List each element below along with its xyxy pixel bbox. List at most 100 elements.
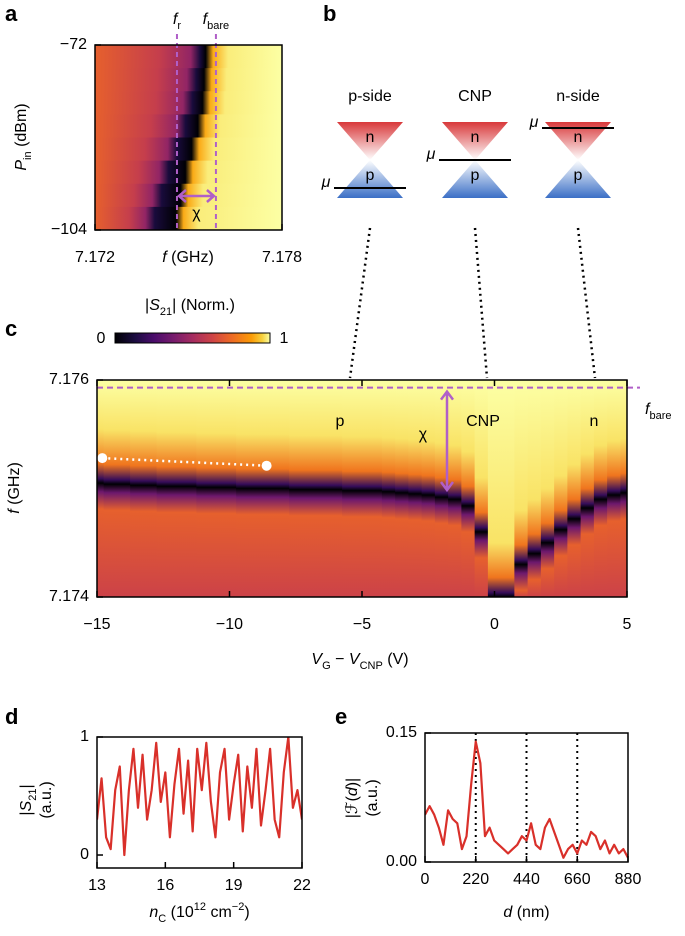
y-tick-label: −72: [60, 36, 87, 53]
heatmap-column: [421, 380, 436, 597]
heatmap-column: [289, 380, 303, 597]
region-label: p: [336, 413, 345, 430]
heatmap-column: [448, 380, 462, 597]
panel-label: a: [5, 1, 18, 26]
region-label: CNP: [466, 413, 500, 430]
y-axis-label: |ℱ(d)|: [344, 778, 361, 818]
heatmap-row: [95, 137, 282, 162]
band-label: p: [574, 167, 583, 184]
heatmap-column: [130, 380, 144, 597]
heatmap-column: [328, 380, 343, 597]
x-tick-label: −10: [216, 616, 243, 633]
heatmap-column: [355, 380, 370, 597]
heatmap-column: [143, 380, 158, 597]
panel-label: d: [5, 704, 18, 729]
y-axis-label: (a.u.): [364, 779, 381, 816]
band-label: p: [471, 167, 480, 184]
x-tick-label: −5: [353, 616, 371, 633]
colorbar-tick-label: 1: [280, 330, 289, 347]
heatmap-column: [487, 380, 502, 597]
x-axis-label: nC (1012 cm−2): [149, 901, 249, 925]
y-tick-label: 0.15: [386, 724, 417, 741]
heatmap-column: [342, 380, 356, 597]
lower-cone: [442, 160, 508, 198]
data-line: [97, 737, 302, 857]
heatmap-column: [607, 380, 621, 597]
panel-label: b: [323, 1, 336, 26]
heatmap-column: [209, 380, 224, 597]
trace-point: [261, 460, 272, 471]
heatmap-column: [169, 380, 184, 597]
colorbar-tick-label: 0: [97, 330, 106, 347]
band-label: n: [471, 129, 480, 146]
y-axis-label: Pin (dBm): [13, 103, 34, 170]
heatmap-column: [368, 380, 383, 597]
panel-label: c: [5, 316, 17, 341]
trace-point: [97, 453, 108, 464]
axes-frame: [96, 736, 303, 869]
chi-arrow: [440, 389, 454, 493]
lower-cone: [545, 160, 611, 198]
heatmap-column: [222, 380, 237, 597]
heatmap-column: [302, 380, 317, 597]
heatmap-column: [593, 380, 608, 597]
connector: [348, 227, 372, 379]
plot-area: [425, 733, 628, 862]
x-axis-label: VG − VCNP (V): [311, 651, 408, 672]
x-axis-label: f (GHz): [162, 249, 214, 266]
marker-label: fbare: [203, 11, 229, 32]
heatmap-column: [554, 380, 568, 597]
heatmap-column: [514, 380, 529, 597]
heatmap-row: [95, 114, 282, 138]
y-tick-label: −104: [51, 221, 87, 238]
y-tick-label: 7.174: [49, 588, 89, 605]
region-label: n: [590, 413, 599, 430]
heatmap-column: [540, 380, 555, 597]
diagram-title: n-side: [556, 88, 600, 105]
heatmap-column: [474, 380, 489, 597]
chi-label: χ: [419, 426, 428, 443]
x-tick-label: 7.178: [262, 249, 302, 266]
heatmap-row: [95, 68, 282, 92]
diagram-title: CNP: [458, 88, 492, 105]
heatmap-row: [95, 91, 282, 115]
x-tick-label: 660: [564, 871, 591, 888]
y-tick-label: 7.176: [49, 371, 89, 388]
heatmap-column: [381, 380, 396, 597]
colorbar: [114, 332, 271, 344]
diagram-title: p-side: [348, 88, 392, 105]
heatmap-column: [434, 380, 449, 597]
chi-arrow: [177, 189, 216, 203]
heatmap-column: [461, 380, 476, 597]
upper-cone: [442, 122, 508, 160]
mu-label: μ: [426, 146, 436, 163]
plot-area: [97, 380, 627, 597]
heatmap-column: [501, 380, 515, 597]
mu-label: μ: [321, 174, 331, 191]
y-tick-label: 0.00: [386, 853, 417, 870]
x-tick-label: 880: [615, 871, 642, 888]
x-tick-label: −15: [83, 616, 110, 633]
upper-cone: [545, 122, 611, 160]
heatmap-column: [196, 380, 211, 597]
heatmap-column: [580, 380, 595, 597]
band-label: n: [366, 129, 375, 146]
y-tick-label: 1: [80, 728, 89, 745]
connector: [473, 227, 489, 379]
x-tick-label: 13: [88, 877, 106, 894]
heatmap-column: [395, 380, 409, 597]
heatmap-column: [156, 380, 171, 597]
mu-label: μ: [529, 114, 539, 131]
data-line: [425, 740, 628, 859]
y-axis-label: f (GHz): [6, 462, 23, 514]
heatmap-row: [95, 206, 282, 230]
heatmap-row: [95, 45, 282, 69]
heatmap-column: [408, 380, 423, 597]
chi-label: χ: [192, 205, 201, 222]
band-label: p: [366, 167, 375, 184]
heatmap-column: [249, 380, 264, 597]
heatmap-column: [103, 380, 118, 597]
axes-frame: [94, 44, 283, 231]
x-tick-label: 19: [225, 877, 243, 894]
upper-cone: [337, 122, 403, 160]
